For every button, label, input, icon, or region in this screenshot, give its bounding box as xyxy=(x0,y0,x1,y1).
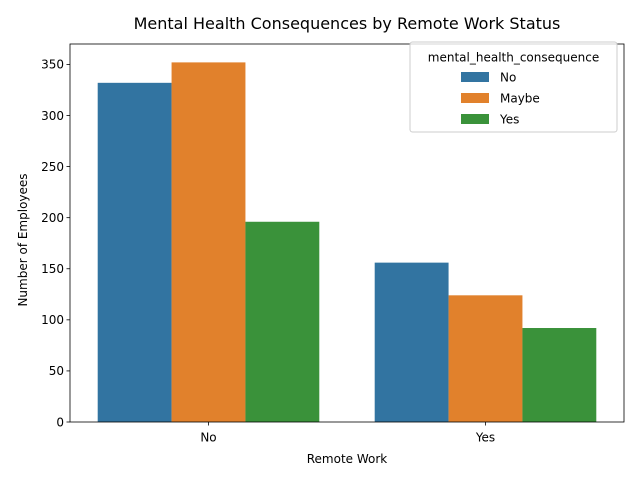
y-tick-label: 200 xyxy=(41,211,64,225)
y-tick-label: 250 xyxy=(41,160,64,174)
x-axis-label: Remote Work xyxy=(307,452,388,466)
legend-label-yes: Yes xyxy=(499,113,519,127)
bar-no-no xyxy=(97,82,172,422)
y-axis-label: Number of Employees xyxy=(16,173,30,306)
x-tick-label: Yes xyxy=(475,431,495,445)
plot-area: 0 50 100 150 200 250 300 350 No Yes xyxy=(41,43,625,445)
bar-no-yes xyxy=(374,262,449,422)
y-tick-label: 300 xyxy=(41,109,64,123)
legend-swatch-no xyxy=(461,72,489,82)
legend-title: mental_health_consequence xyxy=(428,51,599,65)
y-tick-label: 350 xyxy=(41,58,64,72)
chart-title: Mental Health Consequences by Remote Wor… xyxy=(134,14,561,33)
y-tick-label: 0 xyxy=(56,415,64,429)
bar-maybe-yes xyxy=(448,295,523,422)
legend: mental_health_consequence No Maybe Yes xyxy=(409,41,618,133)
axes-frame xyxy=(69,43,625,423)
legend-label-no: No xyxy=(500,71,516,85)
legend-swatch-yes xyxy=(461,114,489,124)
bar-yes-yes xyxy=(522,328,597,422)
legend-swatch-maybe xyxy=(461,93,489,103)
legend-label-maybe: Maybe xyxy=(500,92,540,106)
legend-frame xyxy=(409,41,618,133)
bar-yes-no xyxy=(245,221,320,422)
bar-maybe-no xyxy=(171,62,246,422)
x-tick-label: No xyxy=(200,431,216,445)
y-tick-label: 50 xyxy=(49,364,64,378)
y-tick-label: 100 xyxy=(41,313,64,327)
y-tick-label: 150 xyxy=(41,262,64,276)
